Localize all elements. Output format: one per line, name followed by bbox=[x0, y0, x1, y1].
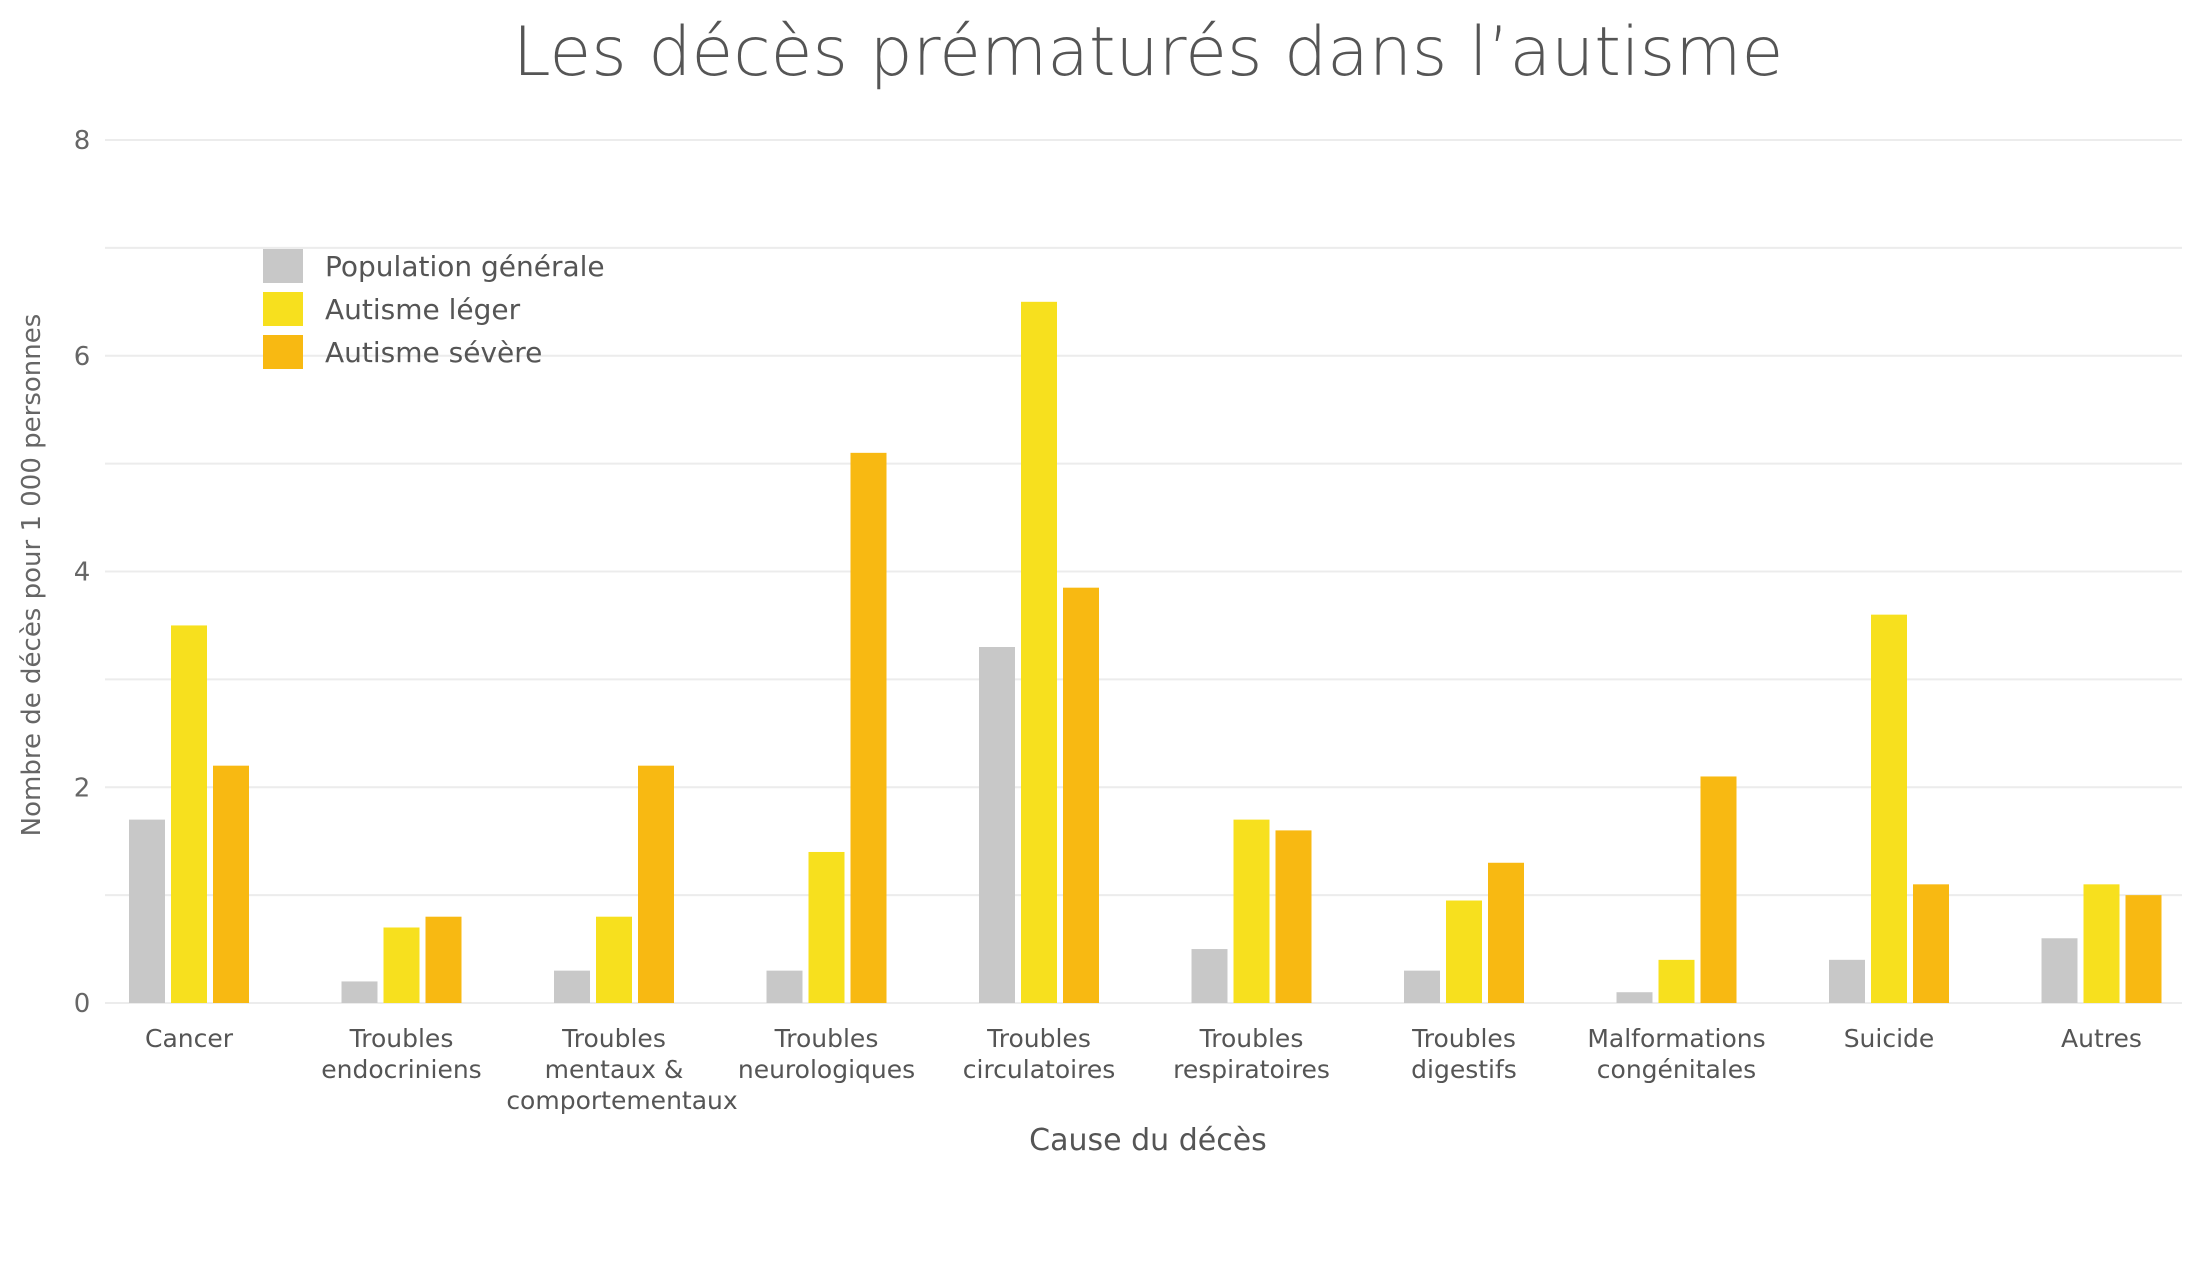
bar bbox=[425, 916, 462, 1003]
bar bbox=[1829, 959, 1865, 1003]
bar bbox=[341, 981, 378, 1003]
legend-swatch bbox=[263, 249, 303, 283]
bar bbox=[766, 970, 803, 1003]
legend-label: Autisme léger bbox=[325, 293, 521, 326]
bar bbox=[1658, 959, 1695, 1003]
x-tick-label: Troubles bbox=[1411, 1024, 1516, 1053]
bar bbox=[213, 765, 249, 1003]
bar bbox=[2125, 895, 2162, 1003]
x-tick-label: congénitales bbox=[1597, 1055, 1756, 1084]
bar bbox=[1404, 970, 1440, 1003]
grid: 0 2 4 6 8 bbox=[74, 126, 2182, 1019]
bar bbox=[171, 625, 207, 1003]
x-tick-label: Troubles bbox=[774, 1024, 879, 1053]
bar bbox=[1871, 614, 1907, 1003]
x-tick-label: Troubles bbox=[561, 1024, 666, 1053]
y-tick-label: 6 bbox=[74, 342, 91, 372]
bar bbox=[1913, 884, 1949, 1003]
bar bbox=[1446, 900, 1482, 1003]
x-tick-label: endocriniens bbox=[321, 1055, 481, 1084]
y-tick-label: 2 bbox=[74, 773, 91, 803]
bar bbox=[1700, 776, 1737, 1003]
chart-title: Les décès prématurés dans l’autisme bbox=[513, 13, 1784, 92]
legend-swatch bbox=[263, 335, 303, 369]
x-tick-label: Cancer bbox=[145, 1024, 234, 1053]
x-tick-label: Troubles bbox=[1199, 1024, 1304, 1053]
bar bbox=[1233, 819, 1270, 1003]
legend-label: Autisme sévère bbox=[325, 336, 542, 369]
x-tick-label: respiratoires bbox=[1173, 1055, 1330, 1084]
bar bbox=[1488, 862, 1524, 1003]
x-tick-label: circulatoires bbox=[963, 1055, 1115, 1084]
legend-swatch bbox=[263, 292, 303, 326]
x-tick-label: mentaux & bbox=[545, 1055, 684, 1084]
bar bbox=[129, 819, 165, 1003]
y-tick-label: 4 bbox=[74, 558, 91, 588]
bar bbox=[2083, 884, 2120, 1003]
x-tick-label: Autres bbox=[2061, 1024, 2142, 1053]
bar bbox=[383, 927, 420, 1003]
legend: Population générale Autisme léger Autisme … bbox=[263, 249, 605, 369]
x-tick-label: comportementaux bbox=[506, 1086, 737, 1115]
legend-label: Population générale bbox=[325, 250, 605, 283]
bar bbox=[554, 970, 590, 1003]
y-tick-label: 0 bbox=[74, 989, 91, 1019]
y-axis-label: Nombre de décès pour 1 000 personnes bbox=[17, 314, 47, 837]
bar bbox=[2041, 938, 2078, 1003]
x-axis-categories: Cancer TroublesendocriniensTroublesmentau… bbox=[145, 1024, 2142, 1115]
bars bbox=[129, 301, 2162, 1003]
x-axis-label: Cause du décès bbox=[1029, 1123, 1267, 1158]
x-tick-label: Troubles bbox=[986, 1024, 1091, 1053]
x-tick-label: neurologiques bbox=[738, 1055, 915, 1084]
x-tick-label: Malformations bbox=[1587, 1024, 1765, 1053]
x-tick-label: Suicide bbox=[1844, 1024, 1935, 1053]
bar bbox=[638, 765, 674, 1003]
y-tick-label: 8 bbox=[74, 126, 91, 156]
bar bbox=[850, 452, 887, 1003]
x-tick-label: digestifs bbox=[1411, 1055, 1517, 1084]
bar bbox=[1021, 301, 1057, 1003]
bar bbox=[1191, 949, 1228, 1003]
bar bbox=[1616, 992, 1653, 1003]
bar bbox=[979, 647, 1015, 1003]
bar bbox=[1063, 587, 1099, 1003]
bar bbox=[808, 851, 845, 1003]
bar bbox=[596, 916, 632, 1003]
bar bbox=[1275, 830, 1312, 1003]
x-tick-label: Troubles bbox=[349, 1024, 454, 1053]
